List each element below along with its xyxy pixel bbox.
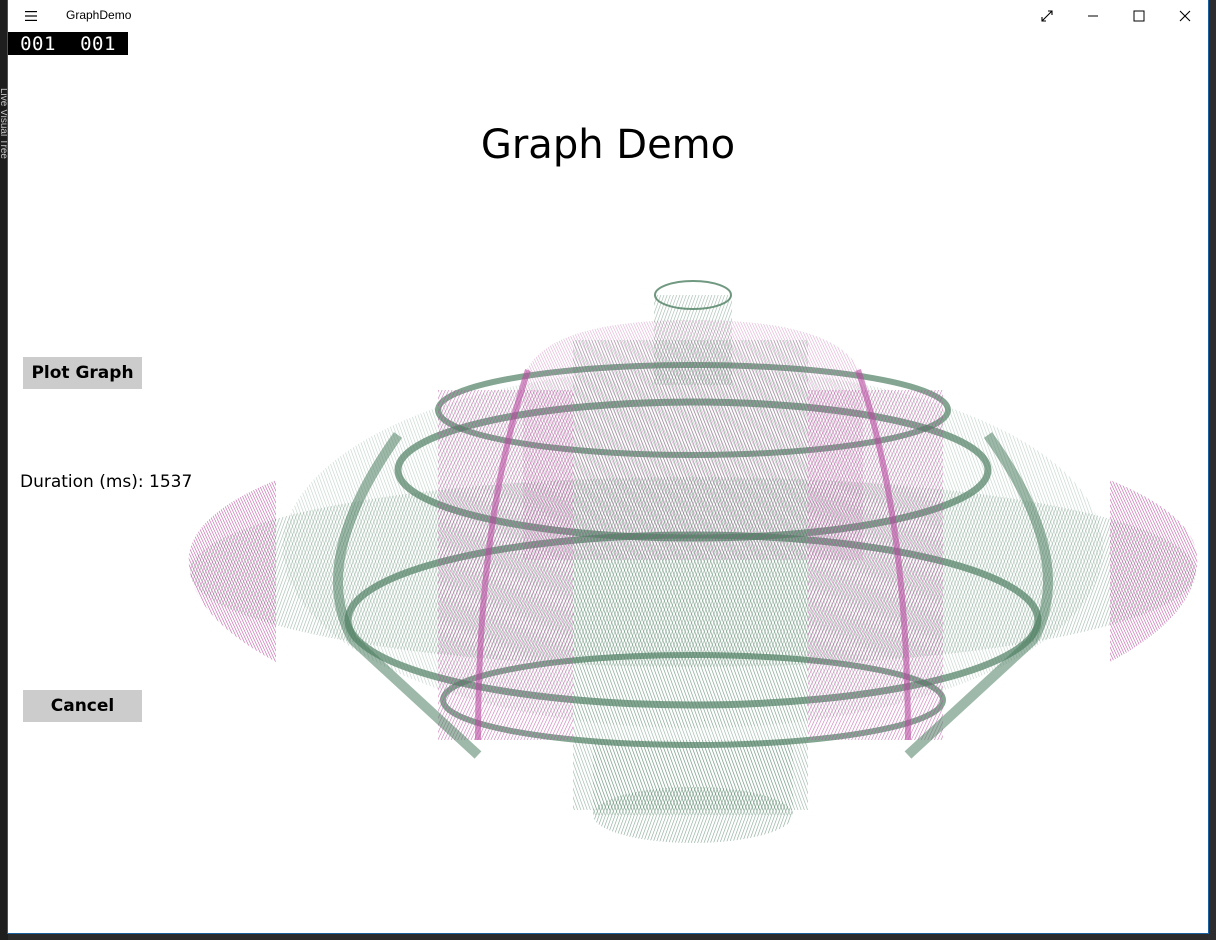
frame-counter-left: 001: [20, 32, 56, 55]
page-title: Graph Demo: [480, 122, 736, 168]
close-icon: [1179, 10, 1191, 22]
cancel-button[interactable]: Cancel: [23, 690, 142, 722]
hamburger-icon[interactable]: [8, 0, 54, 32]
frame-counter-right: 001: [80, 32, 116, 55]
maximize-icon: [1133, 10, 1145, 22]
expand-arrows-icon: [1041, 10, 1053, 22]
frame-rate-counter: 001 001: [8, 32, 128, 55]
app-title: GraphDemo: [66, 8, 132, 22]
desktop-right-edge: [1208, 0, 1216, 940]
minimize-button[interactable]: [1070, 0, 1116, 32]
minimize-icon: [1088, 15, 1098, 17]
maximize-button[interactable]: [1116, 0, 1162, 32]
app-window: GraphDemo 001 001 Graph Demo Plot Graph …: [8, 0, 1208, 933]
duration-label: Duration (ms): 1537: [20, 472, 193, 492]
plot-graph-button[interactable]: Plot Graph: [23, 357, 142, 389]
title-bar[interactable]: GraphDemo: [8, 0, 1208, 32]
desktop-left-edge: Live Visual Tree: [0, 0, 9, 940]
compact-overlay-button[interactable]: [1024, 0, 1070, 32]
close-button[interactable]: [1162, 0, 1208, 32]
live-visual-tree-tab[interactable]: Live Visual Tree: [0, 88, 9, 159]
